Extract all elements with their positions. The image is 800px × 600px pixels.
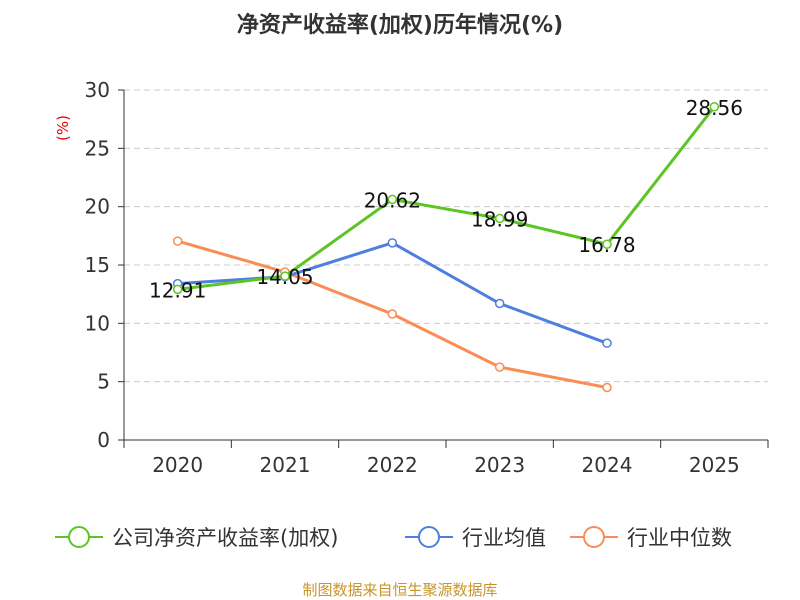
- legend-item: 行业中位数: [570, 526, 732, 550]
- data-point: [387, 309, 398, 319]
- legend-item: 行业均值: [405, 526, 546, 550]
- y-tick-label: 5: [97, 370, 110, 394]
- series-line: [177, 241, 608, 345]
- x-tick-label: 2022: [367, 453, 418, 477]
- legend-label: 行业中位数: [627, 526, 732, 550]
- legend-circle-icon: [68, 526, 90, 548]
- y-axis-label: (%): [54, 115, 72, 141]
- data-point: [494, 362, 505, 372]
- source-note: 制图数据来自恒生聚源数据库: [302, 581, 497, 599]
- data-label: 18.99: [471, 207, 528, 231]
- legend-label: 行业均值: [462, 526, 546, 550]
- data-label: 28.56: [686, 96, 743, 120]
- legend-item: 公司净资产收益率(加权): [55, 526, 338, 550]
- legend-label: 公司净资产收益率(加权): [112, 526, 338, 550]
- y-tick-label: 0: [97, 428, 110, 452]
- x-tick-label: 2020: [152, 453, 203, 477]
- x-tick-label: 2023: [474, 453, 525, 477]
- data-label: 14.05: [256, 265, 313, 289]
- x-tick-label: 2021: [260, 453, 311, 477]
- data-point: [602, 382, 612, 393]
- data-point: [602, 338, 612, 348]
- y-tick-label: 30: [85, 78, 110, 102]
- data-point: [709, 102, 720, 112]
- chart-title: 净资产收益率(加权)历年情况(%): [237, 12, 563, 38]
- legend-circle-icon: [418, 526, 440, 548]
- data-label: 20.62: [364, 188, 421, 212]
- data-point: [387, 238, 398, 248]
- y-tick-label: 20: [85, 195, 110, 219]
- data-point: [602, 239, 612, 249]
- x-tick-label: 2025: [689, 453, 740, 477]
- data-point: [280, 271, 290, 281]
- y-tick-label: 10: [85, 311, 110, 335]
- data-point: [172, 284, 183, 295]
- data-label: 16.78: [578, 233, 635, 257]
- data-point: [387, 194, 398, 205]
- x-tick-label: 2024: [582, 453, 633, 477]
- y-tick-label: 15: [85, 253, 110, 277]
- series-line: [177, 105, 716, 291]
- data-point: [494, 213, 505, 224]
- data-point: [494, 298, 505, 309]
- data-label: 12.91: [149, 278, 206, 302]
- legend-circle-icon: [583, 526, 605, 548]
- y-tick-label: 25: [85, 136, 110, 160]
- data-point: [172, 236, 183, 246]
